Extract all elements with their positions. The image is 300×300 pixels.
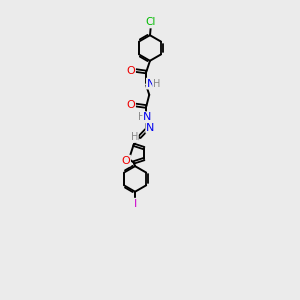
Text: N: N xyxy=(146,123,154,133)
Text: H: H xyxy=(138,112,146,122)
Text: I: I xyxy=(134,199,137,209)
Text: N: N xyxy=(147,79,155,88)
Text: H: H xyxy=(153,79,160,88)
Text: O: O xyxy=(126,65,135,76)
Text: Cl: Cl xyxy=(146,17,156,28)
Text: O: O xyxy=(126,100,135,110)
Text: H: H xyxy=(130,132,138,142)
Text: O: O xyxy=(121,156,130,166)
Text: N: N xyxy=(143,112,152,122)
